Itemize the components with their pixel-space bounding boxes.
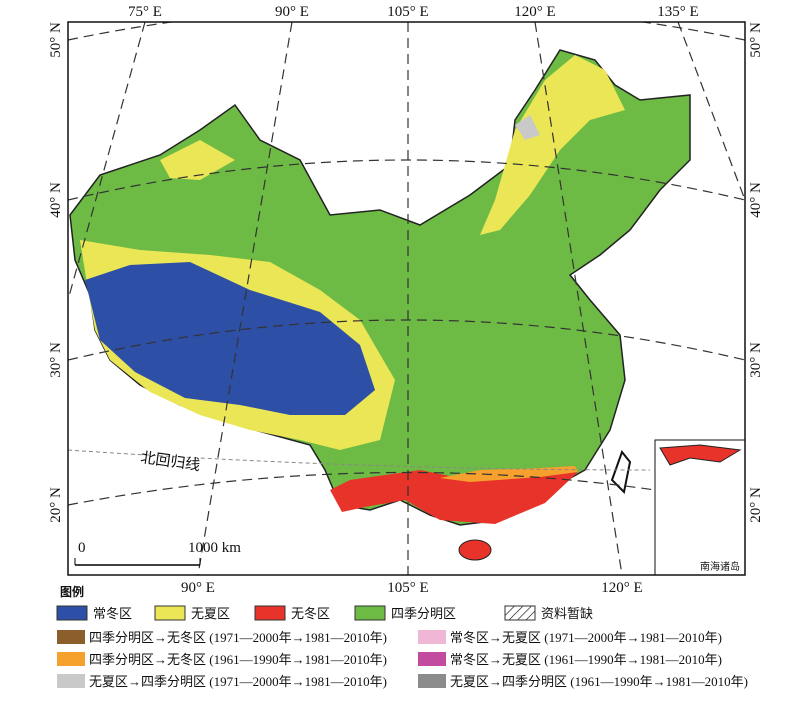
lat-label-right: 20° N xyxy=(748,487,764,523)
legend-swatch xyxy=(57,630,85,644)
parallel xyxy=(68,159,745,201)
lat-label-right: 40° N xyxy=(748,182,764,218)
no-summer-northeast xyxy=(480,55,625,235)
meridian xyxy=(68,22,146,301)
orange-belt xyxy=(440,466,578,482)
legend-label: 无夏区 xyxy=(191,606,230,621)
scale-start: 0 xyxy=(78,540,86,556)
legend-label: 四季分明区→无冬区 (1961—1990年→1981—2010年) xyxy=(89,652,387,667)
lon-label-bottom: 120° E xyxy=(601,580,642,596)
parallel xyxy=(68,319,745,361)
legend-swatch xyxy=(254,605,286,621)
parallel xyxy=(68,471,745,506)
lat-label-left: 30° N xyxy=(48,342,64,378)
legend-swatch xyxy=(57,674,85,688)
legend-swatch xyxy=(504,605,536,621)
legend-label: 资料暂缺 xyxy=(541,606,593,621)
lon-label-bottom: 90° E xyxy=(181,580,215,596)
lat-label-right: 50° N xyxy=(748,22,764,58)
no-winter-south xyxy=(330,470,578,524)
lon-label-top: 135° E xyxy=(657,4,698,20)
lat-label-left: 50° N xyxy=(48,22,64,58)
gray-patches xyxy=(515,115,540,140)
tropic-label: 北回归线 xyxy=(139,449,201,474)
lon-label-bottom: 105° E xyxy=(387,580,428,596)
lat-label-left: 40° N xyxy=(48,182,64,218)
lat-label-left: 20° N xyxy=(48,487,64,523)
lon-label-top: 75° E xyxy=(128,4,162,20)
legend-swatch xyxy=(418,652,446,666)
legend-swatch xyxy=(354,605,386,621)
legend-swatch xyxy=(418,630,446,644)
cold-plateau xyxy=(85,262,375,415)
legend-label: 常冬区 xyxy=(93,606,132,621)
legend-swatch xyxy=(56,605,88,621)
taiwan xyxy=(610,449,632,495)
parallel xyxy=(68,22,745,41)
lon-label-top: 120° E xyxy=(514,4,555,20)
legend-label: 常冬区→无夏区 (1961—1990年→1981—2010年) xyxy=(450,652,722,667)
meridian xyxy=(534,22,623,575)
lat-label-right: 30° N xyxy=(748,342,764,378)
scale-end: 1000 km xyxy=(188,540,241,556)
legend-label: 无夏区→四季分明区 (1961—1990年→1981—2010年) xyxy=(450,674,748,689)
hainan xyxy=(458,539,492,561)
map: 北回归线 南海诸岛 0 1000 km xyxy=(68,22,745,575)
legend-label: 无冬区 xyxy=(291,606,330,621)
lon-label-top: 105° E xyxy=(387,4,428,20)
legend-label: 四季分明区→无冬区 (1971—2000年→1981—2010年) xyxy=(89,630,387,645)
legend-label: 四季分明区 xyxy=(391,606,456,621)
lon-label-top: 90° E xyxy=(275,4,309,20)
inset-label: 南海诸岛 xyxy=(700,560,740,573)
legend-swatch xyxy=(418,674,446,688)
map-frame xyxy=(67,21,746,576)
legend-swatch xyxy=(154,605,186,621)
legend-title: 图例 xyxy=(60,584,84,599)
legend-label: 常冬区→无夏区 (1971—2000年→1981—2010年) xyxy=(450,630,722,645)
no-summer-north xyxy=(160,140,235,180)
legend-swatch xyxy=(57,652,85,666)
legend-label: 无夏区→四季分明区 (1971—2000年→1981—2010年) xyxy=(89,674,387,689)
inset-coast xyxy=(659,444,742,466)
